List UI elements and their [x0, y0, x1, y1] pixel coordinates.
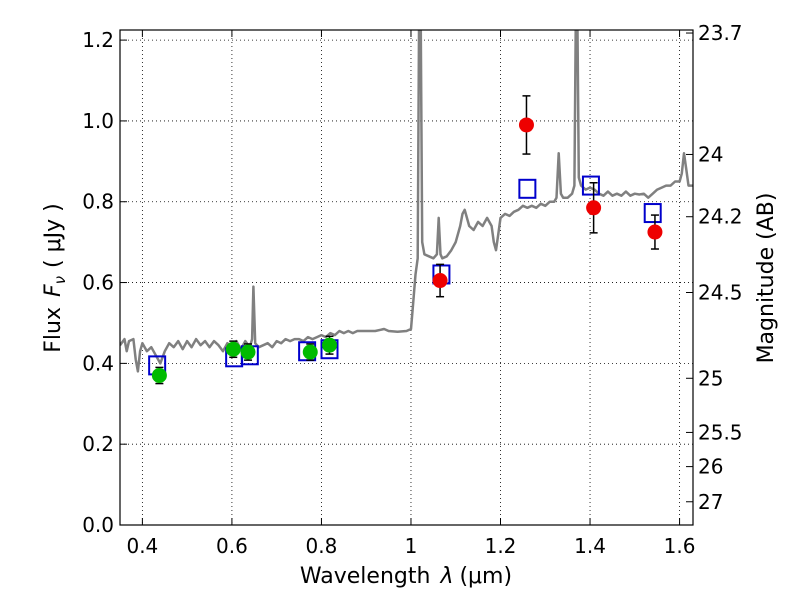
observed-flux-point — [518, 117, 534, 133]
y-axis-label: FluxFν( μJy ) — [41, 203, 69, 352]
y2-tick-label: 25 — [698, 366, 723, 390]
observed-flux-point — [151, 367, 167, 383]
x-tick-label: 1.2 — [485, 534, 517, 558]
x-axis: 0.4 0.6 0.8 1 1.2 1.4 1.6 — [126, 30, 695, 558]
y-tick-label: 0.2 — [82, 432, 114, 456]
observed-flux-point — [225, 341, 241, 357]
y2-tick-label: 24 — [698, 142, 723, 166]
y-axis: 0.0 0.2 0.4 0.6 0.8 1.0 1.2 — [82, 28, 127, 537]
y2-axis-label: Magnitude (AB) — [754, 193, 779, 364]
y-tick-label: 0.0 — [82, 513, 114, 537]
y-tick-label: 0.8 — [82, 190, 114, 214]
spectrum-line — [120, 30, 693, 373]
y-tick-label: 0.4 — [82, 351, 114, 375]
model-flux-square — [581, 175, 600, 196]
y2-tick-label: 25.5 — [698, 420, 743, 444]
observed-flux-point — [302, 344, 318, 360]
x-tick-label: 0.6 — [216, 534, 248, 558]
x-tick-label: 1.6 — [664, 534, 696, 558]
y2-axis: 23.7 24 24.2 24.5 25 25.5 26 27 — [686, 21, 743, 514]
y-tick-label: 1.2 — [82, 28, 114, 52]
observed-flux-point — [322, 337, 338, 353]
observed-flux-point — [647, 224, 663, 240]
x-tick-label: 1 — [405, 534, 418, 558]
y2-tick-label: 26 — [698, 455, 723, 479]
y-tick-label: 1.0 — [82, 109, 114, 133]
x-tick-label: 0.4 — [126, 534, 158, 558]
model-spectrum — [120, 30, 693, 373]
y2-tick-label: 27 — [698, 490, 723, 514]
observed-flux-point — [586, 200, 602, 216]
y-tick-label: 0.6 — [82, 271, 114, 295]
photometry-points — [148, 95, 663, 385]
model-flux-square — [643, 203, 662, 224]
observed-flux-point — [432, 273, 448, 289]
y2-tick-label: 23.7 — [698, 21, 743, 45]
y2-tick-label: 24.5 — [698, 280, 743, 304]
plot-frame — [119, 29, 694, 526]
x-tick-label: 1.4 — [574, 534, 606, 558]
x-axis-label: Wavelength λ (μm) — [300, 564, 512, 589]
y2-tick-label: 24.2 — [698, 205, 743, 229]
x-tick-label: 0.8 — [306, 534, 338, 558]
grid — [120, 30, 693, 526]
model-flux-square — [518, 178, 537, 199]
observed-flux-point — [240, 344, 256, 360]
